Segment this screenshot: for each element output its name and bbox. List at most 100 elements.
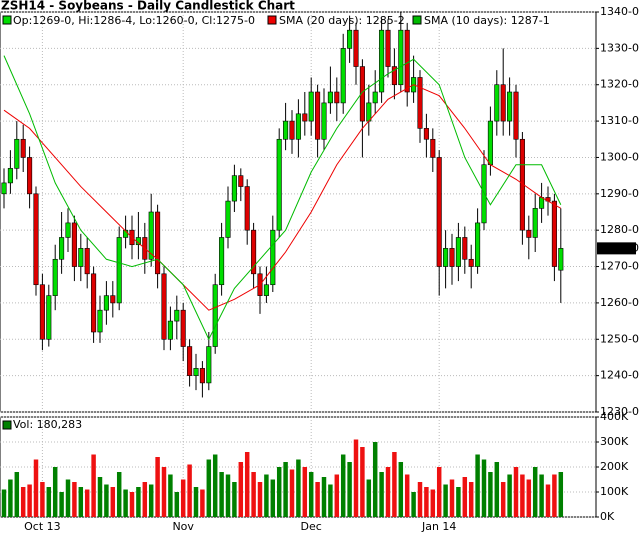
price-panel (0, 11, 597, 413)
candle-body (315, 91, 321, 140)
volume-bar (315, 482, 320, 517)
candle-body (263, 284, 269, 296)
candle-body (430, 138, 436, 158)
volume-bar (488, 472, 493, 517)
candle-body (340, 48, 346, 104)
candle-body (270, 229, 276, 286)
last-price-label: 1275-0 (600, 241, 639, 254)
y-tick-label: 1330-0 (600, 41, 639, 54)
candle-body (193, 368, 199, 376)
volume-bar (340, 454, 346, 517)
volume-bar (520, 474, 525, 517)
candle-body (238, 175, 244, 187)
candle-body (39, 284, 45, 340)
candle-body (295, 113, 301, 140)
candle-body (417, 77, 423, 129)
x-tick-label: Oct 13 (24, 520, 61, 533)
candle-body (276, 138, 282, 231)
volume-bar (283, 462, 288, 517)
volume-bar (1, 489, 7, 517)
volume-bar (46, 487, 52, 517)
candle-body (97, 309, 103, 333)
volume-bar (558, 472, 564, 517)
volume-bar (155, 457, 160, 517)
volume-bar (251, 472, 256, 517)
volume-bar (97, 477, 103, 517)
legend-swatch (412, 15, 422, 25)
y-tick-label: 1270-0 (600, 260, 639, 273)
candle-body (526, 229, 532, 238)
volume-bar (123, 489, 128, 517)
volume-bar (142, 482, 148, 517)
candle-body (372, 91, 378, 104)
sma-line (3, 55, 562, 341)
candle-body (103, 295, 109, 311)
y-tick-label: 1250-0 (600, 332, 639, 345)
y-tick-label: 1340-0 (600, 5, 639, 18)
volume-bar (404, 474, 410, 517)
volume-bar (212, 454, 218, 517)
volume-bar (180, 479, 186, 517)
volume-tick-label: 400K (600, 410, 629, 423)
candle-body (167, 320, 173, 340)
volume-bar (424, 487, 429, 517)
volume-bar (500, 482, 506, 517)
candle-body (391, 66, 397, 86)
chart-title: ZSH14 - Soybeans - Daily Candlestick Cha… (1, 0, 295, 13)
candle-body (206, 346, 212, 384)
volume-bar (8, 479, 13, 517)
volume-bar (40, 482, 45, 517)
candle-body (487, 120, 493, 166)
volume-bar (270, 479, 276, 517)
y-tick-label: 1320-0 (600, 78, 639, 91)
candle-body (398, 29, 404, 86)
y-tick-label: 1260-0 (600, 296, 639, 309)
volume-bar (110, 487, 116, 517)
volume-bar (417, 482, 423, 517)
volume-tick-label: 200K (600, 460, 629, 473)
candle-body (219, 237, 225, 286)
candle-body (212, 284, 218, 347)
candle-body (161, 273, 167, 340)
volume-bar (174, 492, 180, 517)
y-tick-label: 1280-0 (600, 223, 639, 236)
legend-swatch (267, 15, 277, 25)
candle-body (155, 211, 161, 275)
legend-swatch (2, 420, 12, 430)
volume-bar (59, 492, 64, 517)
volume-bar (264, 474, 269, 517)
y-tick-label: 1310-0 (600, 114, 639, 127)
volume-bar (328, 484, 333, 517)
candle-body (455, 237, 461, 267)
volume-bar (334, 474, 340, 517)
candle-body (244, 186, 250, 231)
volume-tick-label: 0K (600, 510, 615, 523)
candle-body (379, 29, 385, 93)
volume-bar (161, 467, 167, 517)
candle-body (302, 113, 308, 122)
candle-body (308, 91, 314, 122)
candle-body (449, 248, 455, 267)
volume-bar (104, 484, 109, 517)
volume-bar (539, 474, 544, 517)
candle-body (84, 248, 90, 275)
candle-body (7, 168, 13, 184)
volume-bar (14, 472, 20, 517)
candle-body (52, 258, 58, 296)
candle-body (468, 258, 474, 267)
volume-tick-label: 100K (600, 485, 629, 498)
volume-bar (193, 487, 199, 517)
candle-body (225, 200, 231, 238)
volume-bar (385, 467, 391, 517)
candle-body (251, 229, 257, 275)
candle-body (231, 175, 237, 202)
candle-body (20, 138, 26, 158)
candle-body (33, 193, 39, 286)
volume-bar (360, 447, 365, 517)
volume-bar (302, 467, 308, 517)
volume-bar (308, 472, 314, 517)
y-tick-label: 1240-0 (600, 369, 639, 382)
volume-bar (552, 474, 557, 517)
candle-body (180, 309, 186, 347)
